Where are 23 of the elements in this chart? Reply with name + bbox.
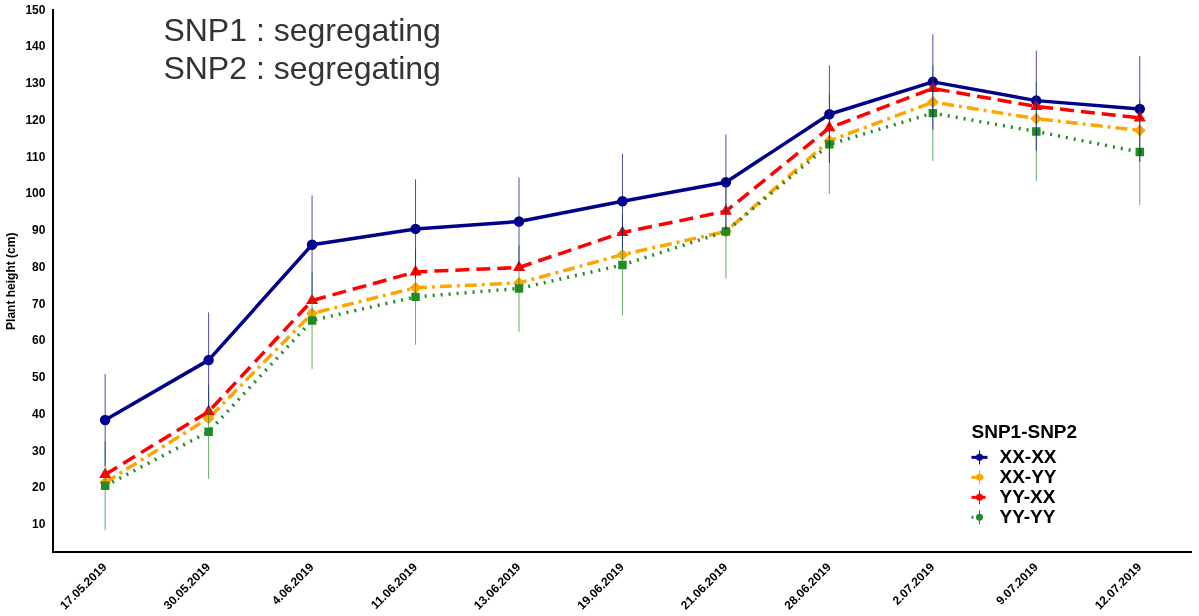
- y-tick-label: 70: [32, 296, 46, 311]
- annotation: SNP2 : segregating: [163, 50, 441, 87]
- y-tick-label: 100: [25, 186, 46, 201]
- y-tick-label: 30: [32, 443, 46, 458]
- y-tick-label: 40: [32, 406, 46, 421]
- annotation: SNP1 : segregating: [163, 12, 441, 49]
- y-tick-label: 140: [25, 39, 46, 54]
- y-tick-label: 50: [32, 370, 46, 385]
- y-axis-title: Plant height (cm): [3, 232, 18, 330]
- y-tick-label: 90: [32, 223, 46, 238]
- y-tick-label: 60: [32, 333, 46, 348]
- y-tick-label: 120: [25, 112, 46, 127]
- legend-label: YY-XX: [999, 485, 1056, 507]
- y-tick-label: 80: [32, 259, 46, 274]
- legend-label: XX-XX: [999, 445, 1057, 467]
- legend-label: XX-YY: [999, 465, 1057, 487]
- y-tick-label: 110: [26, 149, 46, 164]
- y-tick-label: 20: [32, 480, 46, 495]
- legend-label: YY-YY: [999, 505, 1056, 527]
- y-tick-label: 10: [32, 517, 46, 532]
- y-tick-label: 130: [25, 76, 46, 91]
- legend-title: SNP1-SNP2: [971, 420, 1078, 442]
- y-tick-label: 150: [25, 2, 46, 17]
